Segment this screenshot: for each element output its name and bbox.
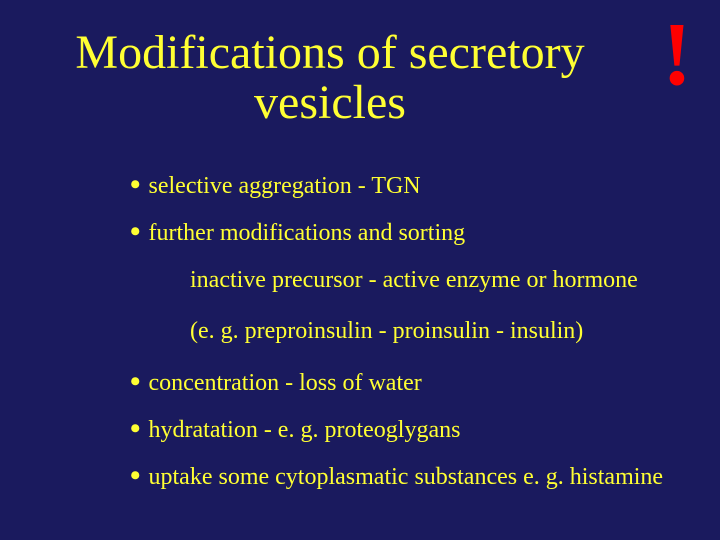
bullet-text: further modifications and sorting [149, 218, 466, 249]
list-item: • further modifications and sorting [130, 218, 670, 249]
bullet-text: uptake some cytoplasmatic substances e. … [149, 462, 664, 493]
sub-text: (e. g. preproinsulin - proinsulin - insu… [130, 316, 670, 347]
list-item: • concentration - loss of water [130, 368, 670, 399]
bullet-text: selective aggregation - TGN [149, 171, 421, 202]
list-item: • selective aggregation - TGN [130, 171, 670, 202]
list-item: • uptake some cytoplasmatic substances e… [130, 462, 670, 493]
list-item: • hydratation - e. g. proteoglygans [130, 415, 670, 446]
sub-text: inactive precursor - active enzyme or ho… [130, 265, 670, 296]
bullet-icon: • [130, 462, 141, 489]
bullet-icon: • [130, 171, 141, 198]
bullet-icon: • [130, 368, 141, 395]
bullet-icon: • [130, 218, 141, 245]
bullet-text: concentration - loss of water [149, 368, 422, 399]
bullet-icon: • [130, 415, 141, 442]
exclamation-mark: ! [662, 10, 692, 100]
slide-title: Modifications of secretory vesicles [30, 28, 690, 129]
content-area: • selective aggregation - TGN • further … [30, 171, 690, 493]
bullet-text: hydratation - e. g. proteoglygans [149, 415, 461, 446]
slide: ! Modifications of secretory vesicles • … [0, 0, 720, 540]
